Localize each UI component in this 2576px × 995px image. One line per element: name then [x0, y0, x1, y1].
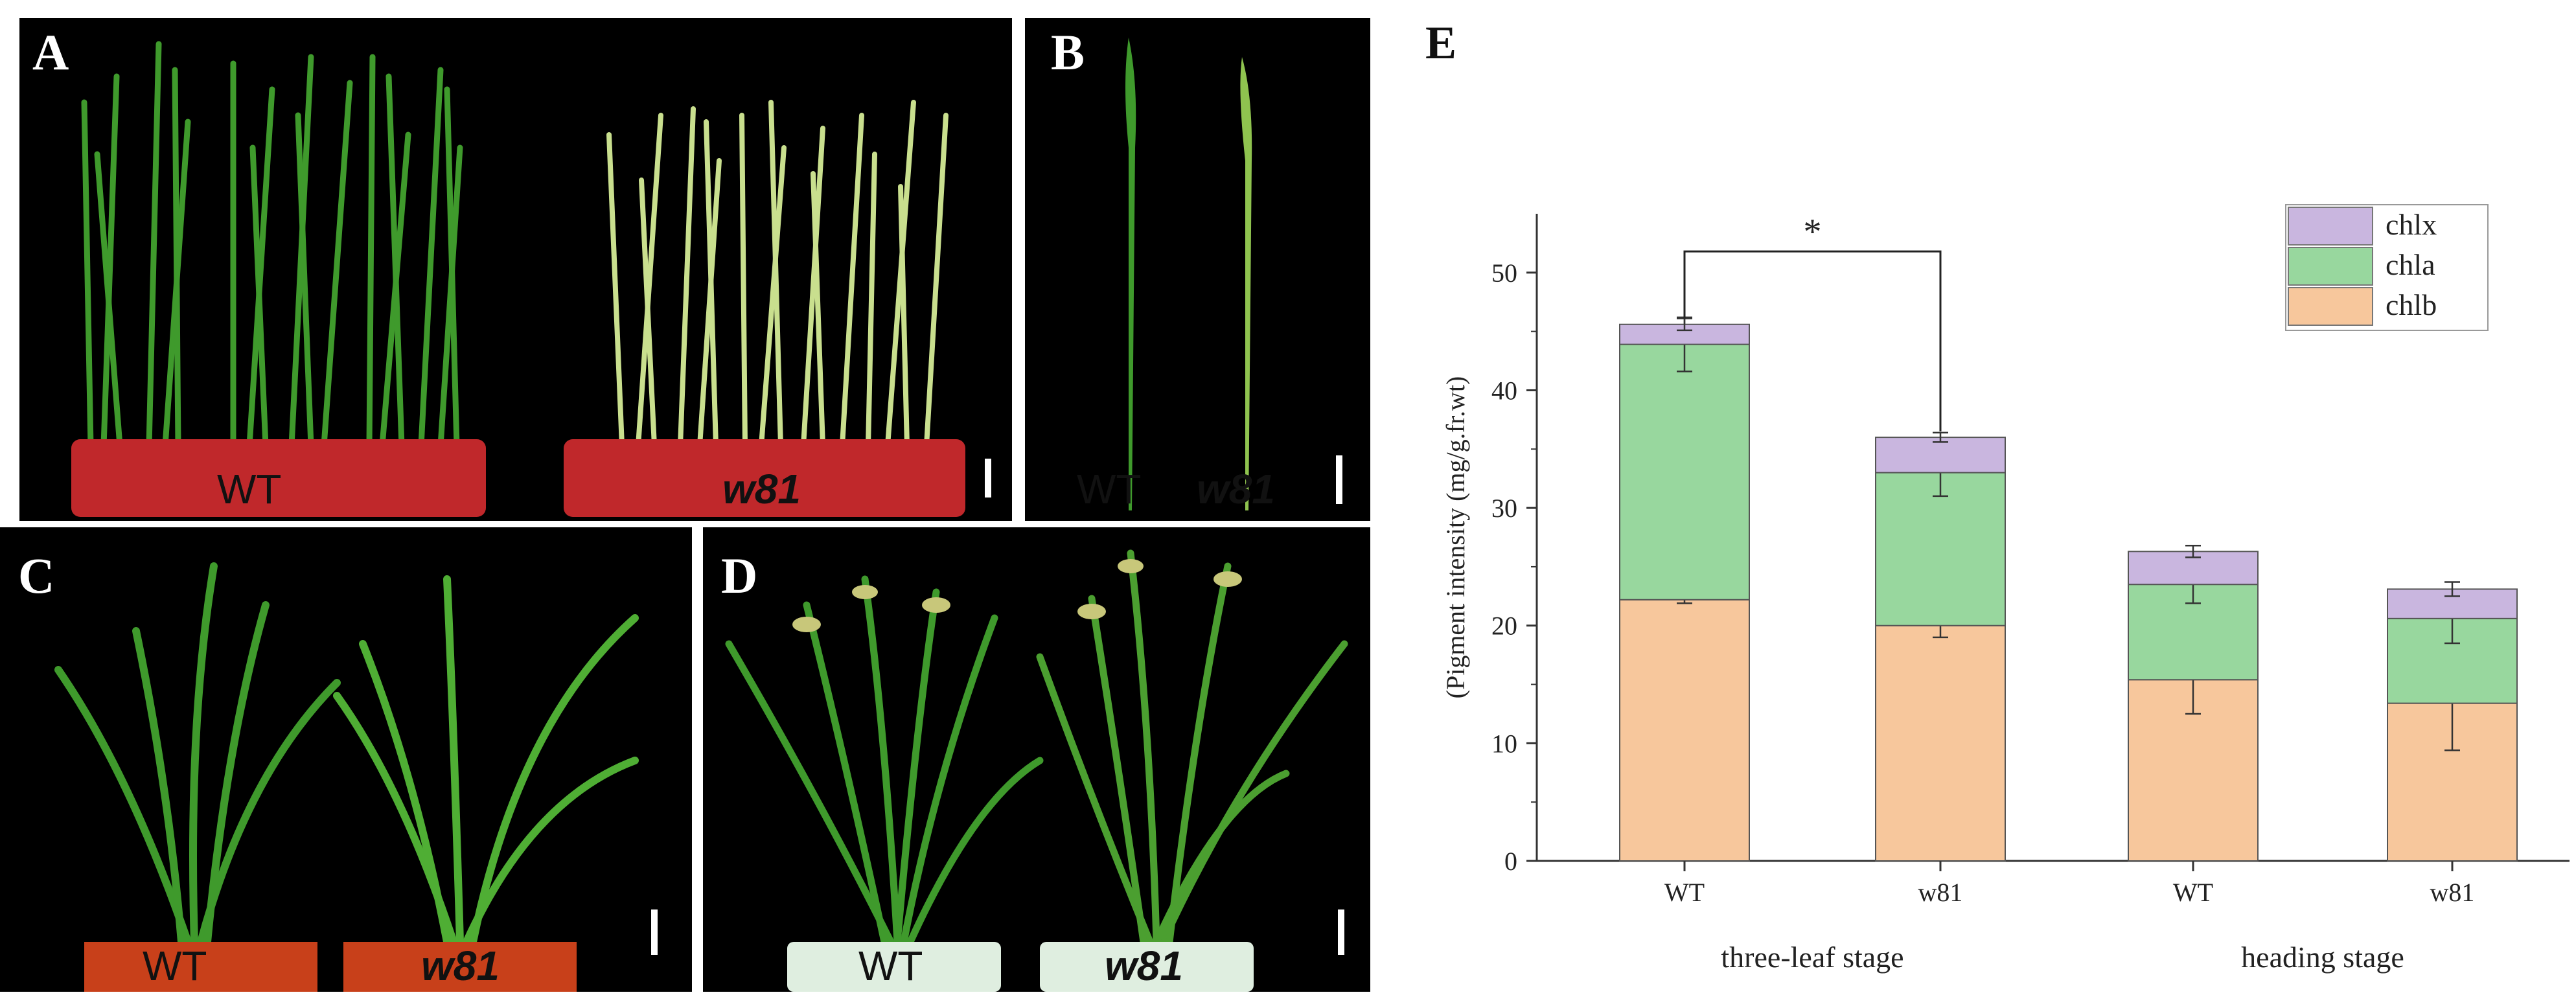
pigment-stacked-bar-chart: E 0 10 20 30 40 50 (Pigment intensity (mg/g.fr…: [1425, 17, 2570, 974]
panel-d-label: D: [721, 547, 758, 604]
panel-b-wt-caption: WT: [1077, 466, 1142, 512]
panel-b-single-plants-illustration: [1125, 38, 1252, 510]
wt-single-plant: [1125, 38, 1136, 510]
y-tick-label: 30: [1491, 494, 1517, 523]
panel-c-wt-caption: WT: [143, 943, 207, 989]
significance-star: *: [1804, 212, 1822, 252]
wt-plant-leaves: [54, 562, 341, 946]
panel-b-photo: B WT w81: [1025, 18, 1370, 521]
panel-d-w81-caption: w81: [1105, 943, 1183, 989]
y-tick-label: 40: [1491, 376, 1517, 405]
bar-chla-0: [1619, 343, 1750, 600]
bar-chlb-0: [1619, 599, 1750, 862]
x-tick-label: WT: [1664, 878, 1705, 907]
panel-b-scale-bar: [1336, 455, 1342, 504]
wt-red-tray: [71, 439, 486, 517]
panel-c-label: C: [18, 547, 55, 604]
w81-single-plant: [1240, 57, 1252, 510]
panel-a-w81-caption: w81: [722, 466, 801, 512]
panel-d-photo: D WT w81: [703, 527, 1370, 992]
panel-b-label: B: [1051, 24, 1085, 80]
panel-a-photo: A WT w81: [19, 18, 1012, 521]
wt-seedlings: [81, 41, 463, 449]
panel-e-chart: E 0 10 20 30 40 50 (Pigment intensity (mg/g.fr…: [1386, 0, 2576, 992]
w81-white-pot: [1040, 942, 1254, 992]
panel-c-photo: C WT w81: [0, 527, 692, 992]
bar-chlb-1: [1875, 624, 2006, 862]
significance-bracket: [1683, 250, 1942, 432]
bar-chla-1: [1875, 472, 2006, 626]
panel-e-label: E: [1425, 17, 1456, 69]
wt-white-pot: [787, 942, 1001, 992]
w81-seedlings: [606, 100, 949, 448]
y-tick-label: 10: [1491, 729, 1517, 758]
legend-label-chlb: chlb: [2386, 288, 2437, 321]
group-label: three-leaf stage: [1721, 941, 1903, 974]
panel-d-scale-bar: [1338, 909, 1344, 955]
y-tick-label: 50: [1491, 258, 1517, 288]
legend-swatch-chlb: [2288, 287, 2373, 326]
group-label: heading stage: [2241, 941, 2404, 974]
x-tick-label: w81: [2430, 878, 2475, 907]
legend-label-chla: chla: [2386, 248, 2435, 281]
panel-a-scale-bar: [985, 459, 991, 498]
x-tick-label: WT: [2173, 878, 2213, 907]
legend-swatch-chlx: [2288, 207, 2373, 246]
panel-c-w81-caption: w81: [421, 943, 500, 989]
y-axis-label: (Pigment intensity (mg/g.fr.wt): [1441, 376, 1470, 699]
panel-d-wt-caption: WT: [858, 943, 923, 989]
wt-heading-plant: [725, 575, 1044, 946]
w81-red-tray: [564, 439, 965, 517]
panel-d-plants-illustration: [725, 549, 1348, 992]
panel-a-wt-caption: WT: [217, 466, 282, 512]
w81-orange-pot: [343, 942, 577, 992]
panicles: [792, 559, 1242, 632]
w81-plant-leaves: [333, 575, 639, 946]
panel-c-scale-bar: [651, 909, 658, 955]
panel-a-seedlings-illustration: [71, 41, 965, 517]
y-tick-label: 20: [1491, 612, 1517, 641]
panel-c-plants-illustration: [54, 562, 639, 992]
w81-heading-plant: [1036, 549, 1348, 946]
legend-label-chlx: chlx: [2386, 208, 2437, 241]
y-tick-label: 0: [1504, 847, 1517, 876]
x-tick-label: w81: [1918, 878, 1963, 907]
wt-orange-pot: [84, 942, 317, 992]
legend-swatch-chla: [2288, 247, 2373, 286]
panel-b-w81-caption: w81: [1197, 466, 1275, 512]
panel-a-label: A: [32, 24, 69, 80]
